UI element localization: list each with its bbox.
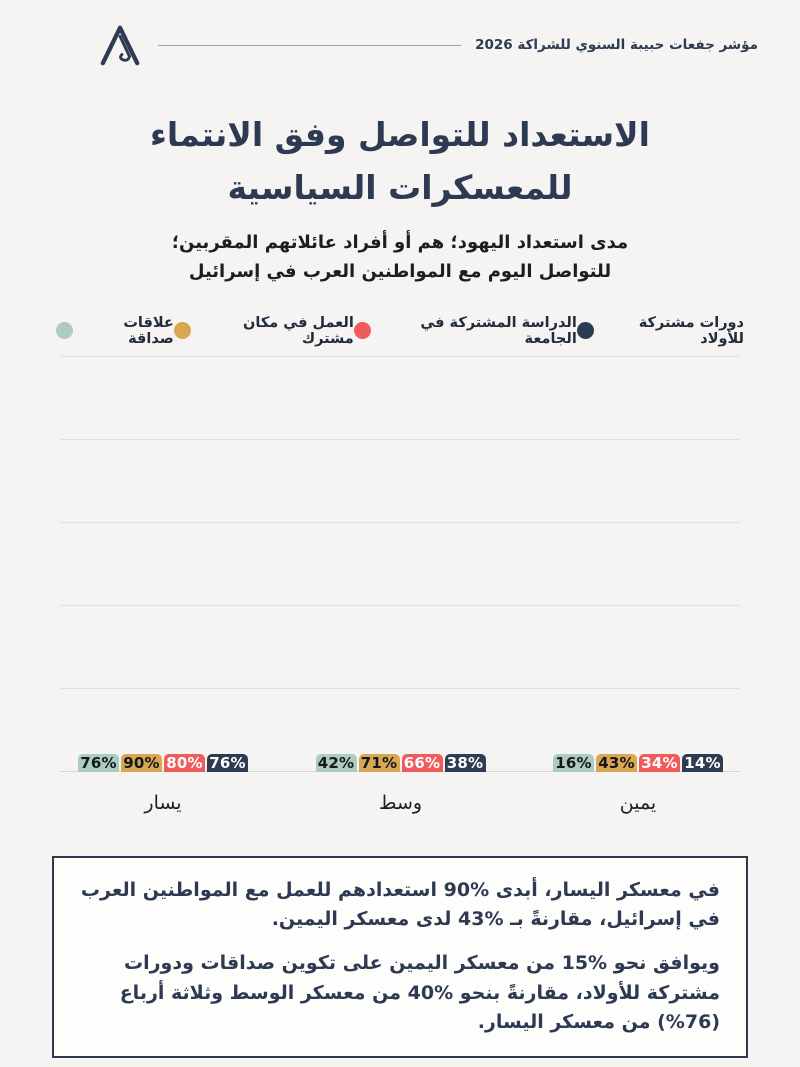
bar-group: 16% 43% 34% 14% <box>552 753 724 772</box>
bar: 16% <box>553 753 594 772</box>
bar-value-label: 66% <box>403 753 441 772</box>
gridline <box>60 604 740 606</box>
bar-value-label: 76% <box>80 753 117 772</box>
bar-value-label: 34% <box>641 753 678 772</box>
bar: 42% <box>315 753 357 772</box>
summary-paragraph-2: ويوافق نحو %15 من معسكر اليمين على تكوين… <box>119 952 720 1034</box>
summary-box: في معسكر اليسار، أبدى %90 استعدادهم للعم… <box>52 855 748 1058</box>
bar: 80% <box>164 753 205 772</box>
bar-group: 42% 71% 66% 38% <box>315 753 487 772</box>
bar-value-label: 16% <box>555 753 592 772</box>
gridline <box>60 355 740 357</box>
page-title-line1: الاستعداد للتواصل وفق الانتماء <box>150 115 650 154</box>
plot-area: 76% 90% 80% 76% 42% 71% 66% 38% 16% 43% 34% 14% <box>60 355 740 772</box>
page-title: الاستعداد للتواصل وفق الانتماء للمعسكرات… <box>0 108 800 215</box>
chart-subtitle: مدى استعداد اليهود؛ هم أو أفراد عائلاتهم… <box>171 231 629 282</box>
legend-swatch-icon <box>173 322 191 339</box>
legend-item: علاقات صداقة <box>56 315 174 347</box>
legend-item: الدراسة المشتركة في الجامعة <box>353 314 577 347</box>
legend-item: دورات مشتركة للأولاد <box>576 314 744 347</box>
x-labels: يسار وسط يمين <box>60 792 740 814</box>
gridline <box>60 438 740 440</box>
summary-paragraph-1: في معسكر اليسار، أبدى %90 استعدادهم للعم… <box>80 878 720 930</box>
page-title-line2: للمعسكرات السياسية <box>227 168 573 208</box>
bar-value-label: 14% <box>684 753 721 772</box>
bar-value-label: 80% <box>166 753 203 772</box>
bar-value-label: 42% <box>317 753 355 772</box>
bar-chart: 76% 90% 80% 76% 42% 71% 66% 38% 16% 43% 34% 14% <box>60 355 740 772</box>
legend: علاقات صداقة العمل في مكان مشترك الدراسة ا… <box>56 315 744 347</box>
legend-item: العمل في مكان مشترك <box>173 314 354 347</box>
legend-label: دورات مشتركة للأولاد <box>638 314 744 347</box>
bar-value-label: 90% <box>123 753 160 772</box>
bar: 14% <box>682 753 723 772</box>
bar-groups: 76% 90% 80% 76% 42% 71% 66% 38% 16% 43% 34% 14% <box>60 357 740 772</box>
header-rule <box>158 44 462 46</box>
legend-label: العمل في مكان مشترك <box>243 314 354 347</box>
bar: 76% <box>207 753 248 772</box>
bar-group: 76% 90% 80% 76% <box>77 753 249 772</box>
legend-swatch-icon <box>353 322 371 339</box>
bar-value-label: 38% <box>446 753 484 772</box>
x-axis-baseline <box>60 770 740 772</box>
brand-title: مؤشر جفعات حبيبة السنوي للشراكة 2026 <box>475 37 758 53</box>
bar: 43% <box>596 753 637 772</box>
legend-swatch-icon <box>576 322 594 339</box>
legend-swatch-icon <box>56 322 73 339</box>
brand-logo-icon <box>100 25 140 66</box>
gridline <box>60 521 740 523</box>
bar: 90% <box>121 753 162 772</box>
bar: 34% <box>639 753 680 772</box>
legend-label: علاقات صداقة <box>123 314 174 347</box>
legend-label: الدراسة المشتركة في الجامعة <box>420 314 577 347</box>
bar-value-label: 71% <box>360 753 398 772</box>
bar: 66% <box>401 753 443 772</box>
x-axis-label: وسط <box>378 791 423 814</box>
gridline <box>60 687 740 689</box>
bar: 71% <box>358 753 400 772</box>
header: مؤشر جفعات حبيبة السنوي للشراكة 2026 <box>0 0 800 66</box>
bar-value-label: 76% <box>209 753 246 772</box>
bar: 38% <box>444 753 486 772</box>
x-axis-label: يسار <box>144 791 182 814</box>
x-axis-label: يمين <box>619 791 657 814</box>
bar: 76% <box>78 753 119 772</box>
bar-value-label: 43% <box>598 753 635 772</box>
